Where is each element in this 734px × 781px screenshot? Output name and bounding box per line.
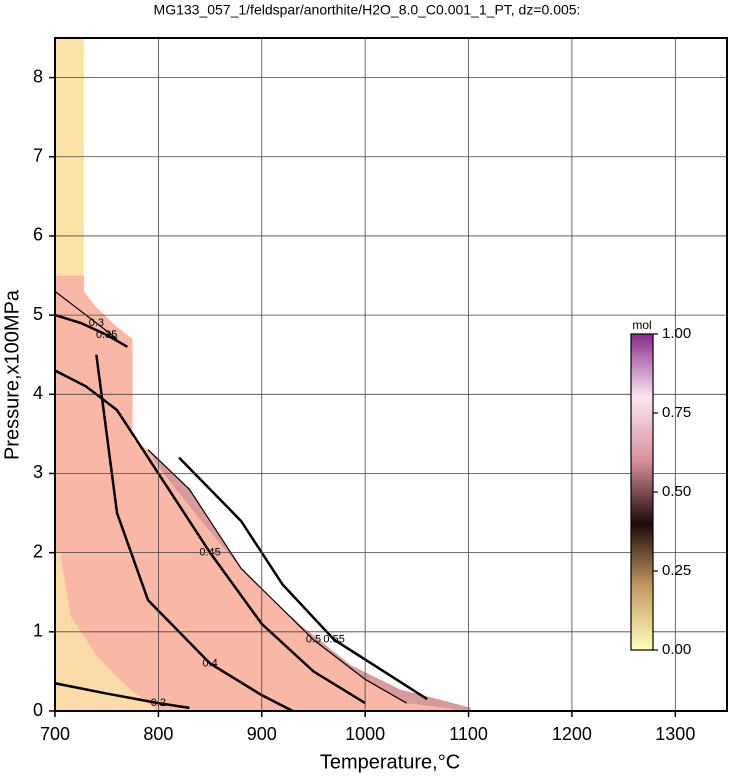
colorbar-label: mol [632,318,651,332]
y-tick-label: 6 [33,225,43,245]
axes: 700 800 900 1000 1100 1200 1300 0 1 2 3 4 5 6 7 8 mol 0.0… [33,37,728,744]
y-tick-label: 1 [33,621,43,641]
y-tick-label: 7 [33,146,43,166]
colorbar-tick-label: 1.00 [662,325,691,342]
x-tick-label: 1100 [449,724,488,744]
x-tick-label: 800 [143,724,173,744]
colorbar-tick-label: 0.50 [662,483,691,500]
y-tick-label: 5 [33,304,43,324]
y-tick-label: 2 [33,541,43,561]
x-tick-label: 1300 [655,724,695,744]
x-tick-label: 1200 [552,724,592,744]
y-tick-label: 3 [33,462,43,482]
colorbar-tick-label: 0.00 [662,641,691,658]
contour-line [147,449,407,704]
x-tick-label: 1000 [345,724,385,744]
contour-line [55,313,128,348]
contour-label: 0.55 [323,634,344,646]
colorbar-tick-label: 0.75 [662,404,691,421]
x-tick-label: 900 [247,724,277,744]
contour-line [55,682,190,710]
plot-frame [54,37,728,712]
contour-label: 0.35 [96,329,117,341]
colorbar-tick-label: 0.25 [662,562,691,579]
contour-line [55,369,366,705]
contour-label: 0.4 [202,657,217,669]
contour-label: 0.5 [306,634,321,646]
plot-area: 0.20.30.350.40.450.5 0.55 [55,38,727,711]
x-axis-label: Temperature,°C [320,751,460,773]
contour-label: 0.3 [89,317,104,329]
colorbar [630,333,654,651]
filled-region [55,552,159,711]
x-tick-label: 700 [40,724,70,744]
y-tick-label: 0 [33,700,43,720]
contour-line [178,456,428,701]
y-axis-label: Pressure,x100MPa [1,289,23,460]
y-tick-label: 4 [33,383,43,403]
chart-title: MG133_057_1/feldspar/anorthite/H2O_8.0_C… [154,2,581,18]
y-tick-label: 8 [33,66,43,86]
filled-region [55,275,471,711]
